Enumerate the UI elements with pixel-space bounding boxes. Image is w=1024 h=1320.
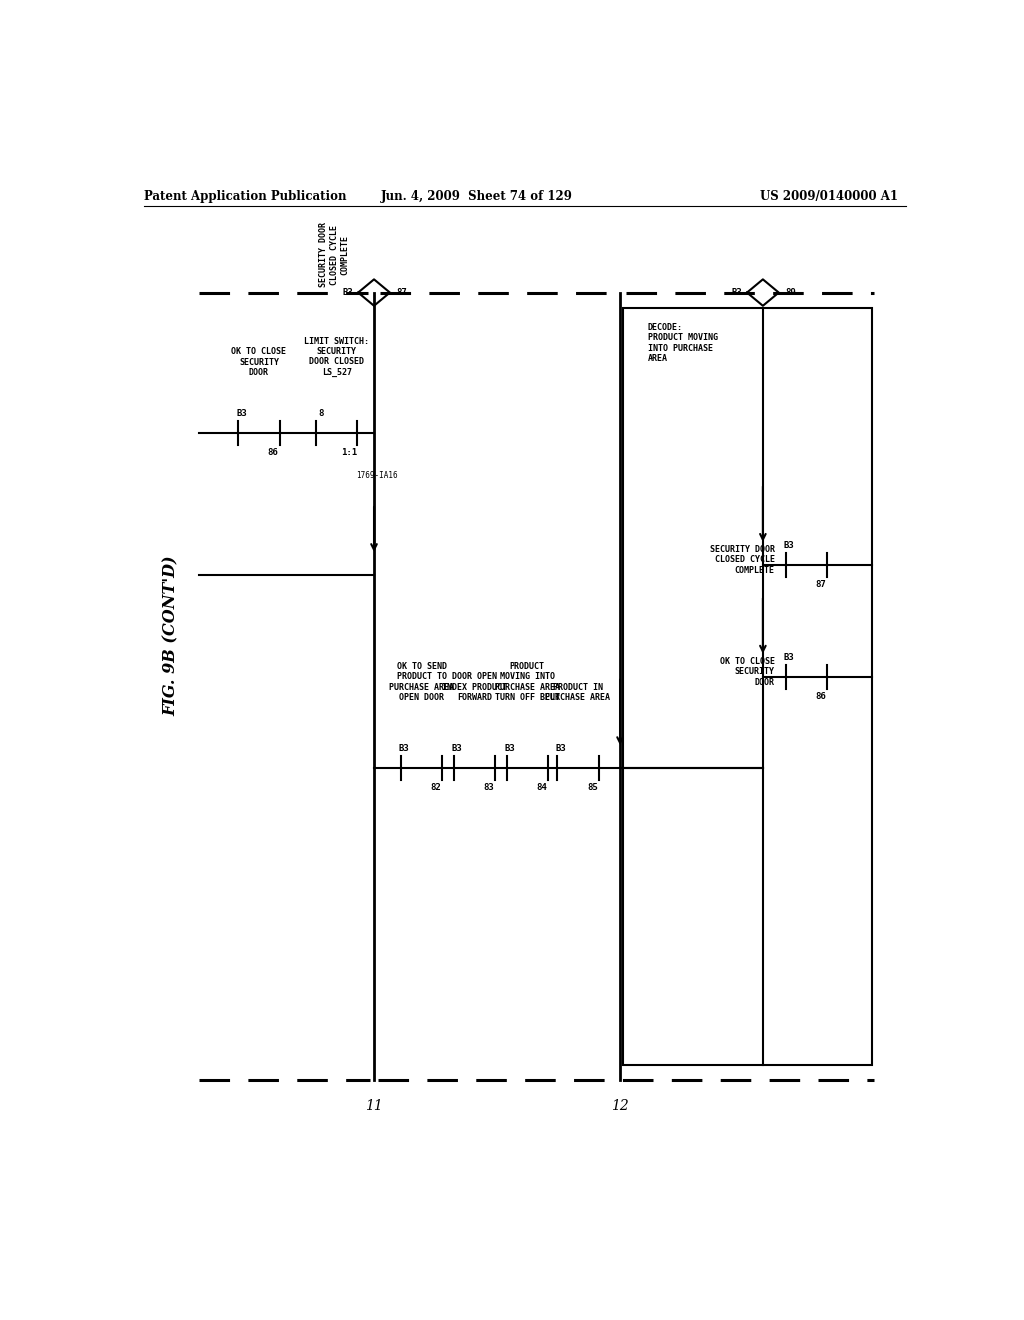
Text: Patent Application Publication: Patent Application Publication [143,190,346,202]
Text: PRODUCT
MOVING INTO
PURCHASE AREA
TURN OFF BELT: PRODUCT MOVING INTO PURCHASE AREA TURN O… [495,661,560,702]
Text: 84: 84 [537,784,547,792]
Text: FIG. 9B (CONT'D): FIG. 9B (CONT'D) [163,556,180,717]
Text: SECURITY DOOR
CLOSED CYCLE
COMPLETE: SECURITY DOOR CLOSED CYCLE COMPLETE [319,223,349,288]
Text: SECURITY DOOR
CLOSED CYCLE
COMPLETE: SECURITY DOOR CLOSED CYCLE COMPLETE [710,545,775,574]
Text: B3: B3 [237,409,247,417]
Text: US 2009/0140000 A1: US 2009/0140000 A1 [760,190,898,202]
Text: OK TO CLOSE
SECURITY
DOOR: OK TO CLOSE SECURITY DOOR [231,347,287,378]
Text: 8: 8 [318,409,324,417]
Text: B3: B3 [731,288,742,297]
Text: B3: B3 [555,744,566,752]
Text: PRODUCT IN
PURCHASE AREA: PRODUCT IN PURCHASE AREA [546,682,610,702]
Text: LIMIT SWITCH:
SECURITY
DOOR CLOSED
LS_527: LIMIT SWITCH: SECURITY DOOR CLOSED LS_52… [304,337,370,378]
Text: 87: 87 [815,581,826,589]
Text: B3: B3 [452,744,463,752]
Text: DOOR OPEN
INDEX PRODUCT
FORWARD: DOOR OPEN INDEX PRODUCT FORWARD [442,672,507,702]
Text: B3: B3 [398,744,410,752]
Text: DECODE:
PRODUCT MOVING
INTO PURCHASE
AREA: DECODE: PRODUCT MOVING INTO PURCHASE ARE… [648,323,718,363]
Text: 11: 11 [366,1098,383,1113]
Text: 85: 85 [587,784,598,792]
Text: 1769-IA16: 1769-IA16 [356,471,398,480]
Text: B3: B3 [783,652,795,661]
Text: B3: B3 [783,541,795,549]
Text: 86: 86 [268,447,279,457]
Text: 82: 82 [430,784,441,792]
Text: 89: 89 [785,288,796,297]
Text: OK TO CLOSE
SECURITY
DOOR: OK TO CLOSE SECURITY DOOR [720,657,775,686]
Text: B3: B3 [343,288,353,297]
Text: 86: 86 [815,692,826,701]
Text: OK TO SEND
PRODUCT TO
PURCHASE AREA
OPEN DOOR: OK TO SEND PRODUCT TO PURCHASE AREA OPEN… [389,661,454,702]
Text: 83: 83 [483,784,495,792]
Text: 87: 87 [396,288,407,297]
Text: 12: 12 [611,1098,629,1113]
Bar [624,308,872,1065]
Text: Jun. 4, 2009  Sheet 74 of 129: Jun. 4, 2009 Sheet 74 of 129 [381,190,573,202]
Text: B3: B3 [505,744,515,752]
Text: 1:1: 1:1 [341,447,357,457]
